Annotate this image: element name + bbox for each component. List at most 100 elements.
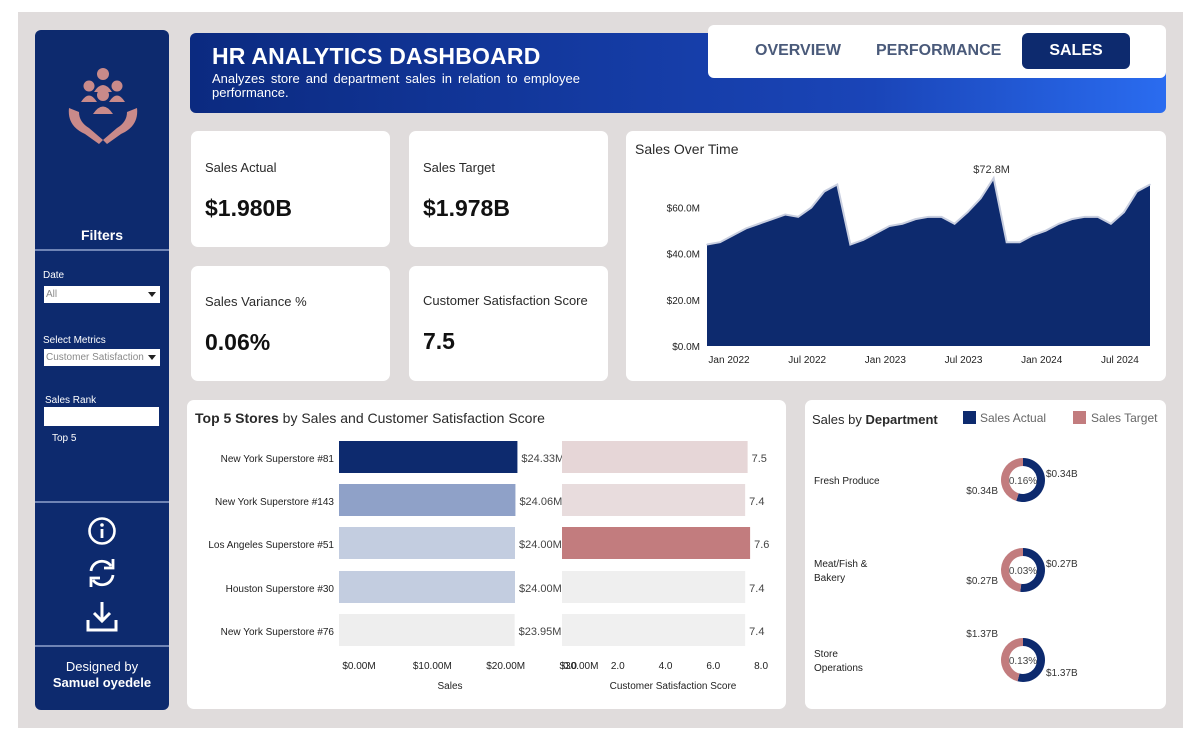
dept-name-meat-fish-bakery: Meat/Fish & Bakery: [814, 558, 867, 586]
sales-point: [1136, 190, 1138, 193]
donut-actual-label: $1.37B: [1046, 668, 1078, 679]
csat-bar: [562, 527, 751, 559]
dept-name-line1: Fresh Produce: [814, 476, 880, 487]
dept-name-line1: Meat/Fish &: [814, 559, 868, 570]
x-tick-label: Jul 2022: [788, 355, 826, 366]
tab-overview[interactable]: OVERVIEW: [755, 42, 841, 59]
dept-name-fresh-produce: Fresh Produce: [814, 475, 880, 489]
kpi-sales-target-card: Sales Target $1.978B: [409, 131, 608, 247]
x-tick-label: Jan 2023: [865, 355, 907, 366]
sales-point: [875, 232, 878, 234]
donut-target-label: $1.37B: [966, 629, 998, 640]
x-tick-label: Jan 2022: [708, 355, 750, 366]
sales-x-tick-label: $0.00M: [342, 661, 375, 672]
sales-point: [1018, 241, 1021, 243]
sales-point: [966, 211, 969, 214]
sales-point: [810, 206, 813, 209]
top-stores-title-bold: Top 5 Stores: [195, 410, 279, 426]
sales-axis-label: Sales: [437, 681, 462, 692]
sales-bar: [339, 484, 516, 516]
legend-actual-swatch: [963, 411, 976, 424]
sales-point: [758, 222, 760, 225]
csat-bar: [562, 441, 748, 473]
metrics-filter-label: Select Metrics: [43, 335, 106, 346]
nav-bar: OVERVIEW PERFORMANCE SALES: [708, 25, 1166, 78]
sales-rank-input[interactable]: [44, 407, 159, 426]
csat-x-tick-label: 0.0: [563, 661, 577, 672]
csat-x-tick-label: 8.0: [754, 661, 768, 672]
csat-bar: [562, 484, 746, 516]
page-subtitle: Analyzes store and department sales in r…: [212, 71, 580, 100]
csat-bar: [562, 571, 746, 603]
kpi-sales-actual-value: $1.980B: [205, 195, 292, 221]
sales-point: [836, 183, 839, 186]
dept-name-line2: Operations: [814, 663, 863, 674]
csat-bar-label: 7.4: [749, 496, 764, 508]
donut-center-label: 0.13%: [1009, 656, 1037, 667]
date-filter-select[interactable]: All: [44, 286, 160, 303]
tab-sales[interactable]: SALES: [1022, 33, 1130, 69]
sales-point: [823, 190, 826, 193]
sales-x-tick-label: $20.00M: [486, 661, 525, 672]
donut-target-segment: [1000, 638, 1023, 682]
page-title: HR ANALYTICS DASHBOARD: [212, 43, 541, 69]
sales-rank-value[interactable]: Top 5: [52, 433, 77, 444]
kpi-variance-card: Sales Variance % 0.06%: [191, 266, 390, 381]
sales-point: [940, 216, 943, 218]
store-name-label: New York Superstore #143: [215, 497, 334, 508]
sales-point: [1031, 234, 1034, 237]
department-title: Sales by Department: [812, 412, 938, 427]
y-tick-label: $60.0M: [667, 204, 700, 215]
info-icon[interactable]: [84, 513, 120, 549]
refresh-icon[interactable]: [84, 555, 120, 591]
donut-target-label: $0.34B: [966, 486, 998, 497]
sales-bar-label: $24.00M: [519, 539, 562, 551]
credit-author: Samuel oyedele: [52, 675, 152, 690]
sales-point: [1110, 222, 1112, 225]
department-card: Sales by Department Sales Actual Sales T…: [805, 400, 1166, 709]
credit-line: Designed by: [65, 659, 139, 674]
sales-point: [771, 218, 773, 220]
sales-point: [1149, 183, 1151, 186]
sales-point: [901, 222, 904, 225]
tab-performance[interactable]: PERFORMANCE: [876, 42, 1002, 59]
sales-x-tick-label: $30.00M: [560, 661, 599, 672]
sales-bar-label: $24.33M: [521, 453, 564, 465]
dept-name-store-operations: Store Operations: [814, 648, 863, 676]
credit-divider: [35, 645, 169, 647]
sidebar-divider: [35, 501, 169, 503]
sales-over-time-chart: $0.0M $20.0M $40.0M $60.0M Jan 2022 Jul 2022 J…: [667, 164, 1151, 366]
department-title-bold: Department: [865, 412, 938, 427]
csat-x-tick-label: 4.0: [659, 661, 673, 672]
sales-point: [1084, 216, 1086, 218]
top-stores-chart: New York Superstore #81 $24.33M 7.5 New Yor…: [208, 441, 769, 692]
csat-x-tick-label: 2.0: [611, 661, 625, 672]
kpi-sales-actual-card: Sales Actual $1.980B: [191, 131, 390, 247]
sales-over-time-card: Sales Over Time $0.0M $20.0M $40.0M $60.0M J…: [626, 131, 1166, 381]
department-donuts: 0.16% $0.34B $0.34B 0.03% $0.27B $0.27B 0.13% $…: [966, 458, 1078, 682]
metrics-filter-value: Customer Satisfaction Score: [46, 352, 146, 363]
sales-bar: [339, 441, 518, 473]
kpi-sales-actual-label: Sales Actual: [205, 160, 277, 175]
legend-actual-label: Sales Actual: [980, 411, 1047, 425]
metrics-filter-select[interactable]: Customer Satisfaction Score: [44, 349, 160, 366]
sales-point: [927, 216, 930, 218]
sales-area: [707, 178, 1150, 346]
sales-bar-label: $24.06M: [519, 496, 562, 508]
y-tick-label: $0.0M: [672, 342, 700, 353]
sales-point: [1044, 229, 1047, 232]
sales-point: [719, 241, 721, 243]
sales-point: [1071, 218, 1073, 220]
sales-point: [862, 239, 865, 241]
filters-divider: [35, 249, 169, 251]
legend-target-label: Sales Target: [1091, 411, 1158, 425]
download-icon[interactable]: [84, 598, 120, 634]
x-tick-label: Jul 2024: [1101, 355, 1139, 366]
store-name-label: New York Superstore #81: [221, 454, 335, 465]
sales-point: [849, 243, 852, 246]
y-tick-label: $20.0M: [667, 296, 700, 307]
sales-point: [797, 216, 800, 218]
kpi-sales-target-label: Sales Target: [423, 160, 496, 175]
x-tick-label: Jan 2024: [1021, 355, 1063, 366]
x-tick-label: Jul 2023: [945, 355, 983, 366]
